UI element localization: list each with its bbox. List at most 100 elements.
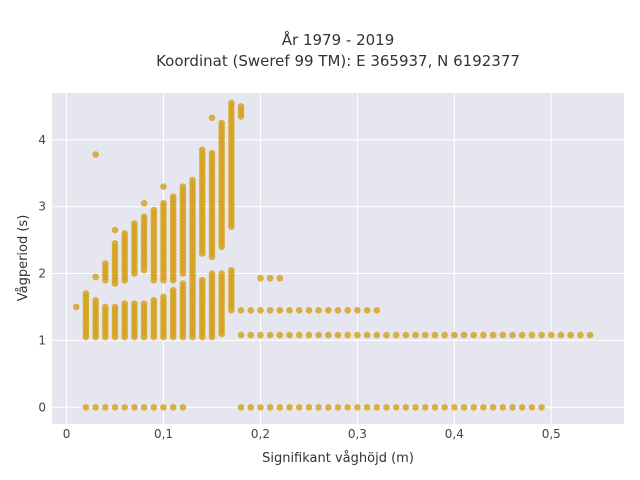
data-point [325, 331, 332, 339]
data-point [218, 119, 225, 127]
data-point [363, 331, 371, 339]
data-point [237, 103, 245, 110]
data-point [160, 403, 167, 411]
chart-title-line-1: År 1979 - 2019 [282, 30, 395, 49]
data-point [489, 331, 497, 339]
data-point [334, 331, 342, 339]
data-point [102, 403, 109, 411]
data-point [179, 183, 187, 190]
x-tick-label: 0 [63, 427, 71, 441]
data-point [150, 403, 158, 411]
data-point [402, 331, 410, 339]
data-point [518, 331, 526, 339]
y-tick-label: 3 [38, 200, 46, 214]
data-point [373, 307, 381, 314]
data-point [111, 403, 119, 411]
data-point [421, 331, 429, 339]
data-point [140, 300, 148, 307]
data-point [111, 226, 119, 234]
data-point [150, 206, 158, 214]
x-tick-label: 0,1 [154, 427, 173, 441]
data-point [140, 200, 148, 207]
data-point [509, 331, 516, 339]
data-point [586, 331, 594, 339]
data-point [451, 331, 458, 339]
tick-labels: 0 0,1 0,2 0,3 0,4 0,5 0 1 2 3 4 [38, 133, 560, 441]
data-point [102, 260, 109, 267]
data-point [140, 403, 148, 411]
data-point [354, 331, 361, 339]
data-point [315, 331, 322, 339]
data-point [412, 331, 419, 339]
data-point [499, 331, 507, 339]
data-point [295, 403, 303, 411]
data-point [276, 307, 284, 314]
data-point [266, 403, 274, 411]
data-point [344, 403, 351, 411]
x-tick-label: 0,2 [251, 427, 270, 441]
data-point [489, 403, 497, 411]
data-point [208, 270, 216, 277]
data-point [344, 307, 351, 314]
data-point [92, 273, 99, 281]
data-point [121, 403, 129, 411]
data-point [276, 274, 284, 282]
data-point [334, 307, 342, 314]
data-point [276, 403, 284, 411]
data-point [431, 331, 439, 339]
data-point [169, 286, 177, 294]
data-point [179, 280, 187, 287]
y-tick-label: 0 [38, 400, 46, 414]
data-point [257, 403, 264, 411]
data-point [276, 331, 284, 339]
data-point [577, 331, 584, 339]
data-point [431, 403, 439, 411]
data-point [160, 200, 167, 207]
data-point [480, 403, 487, 411]
data-point [131, 220, 138, 227]
data-point [441, 403, 448, 411]
data-point [528, 331, 536, 339]
data-point [82, 290, 90, 297]
data-point [247, 307, 255, 314]
data-point [266, 274, 274, 282]
data-point [480, 331, 487, 339]
data-point [354, 403, 361, 411]
data-point [228, 99, 235, 107]
data-point [470, 403, 478, 411]
data-point [383, 403, 390, 411]
data-point [111, 240, 119, 247]
data-point [557, 331, 565, 339]
x-tick-label: 0,3 [348, 427, 367, 441]
x-axis-label: Signifikant våghöjd (m) [262, 451, 414, 466]
data-point [92, 296, 99, 304]
data-point [315, 307, 322, 314]
data-points [72, 99, 594, 411]
x-tick-label: 0,5 [542, 427, 561, 441]
data-point [383, 331, 390, 339]
data-point [344, 331, 351, 339]
data-point [257, 307, 264, 314]
data-point [237, 331, 245, 339]
data-point [286, 307, 293, 314]
data-point [198, 146, 206, 154]
data-point [92, 151, 99, 158]
data-point [305, 307, 313, 314]
data-point [102, 303, 109, 311]
data-point [189, 176, 196, 184]
data-point [131, 300, 138, 307]
data-point [208, 114, 216, 122]
y-tick-label: 4 [38, 133, 46, 147]
data-point [131, 403, 138, 411]
data-point [257, 274, 264, 282]
data-point [257, 331, 264, 339]
data-point [451, 403, 458, 411]
data-point [121, 300, 129, 307]
data-point [392, 331, 400, 339]
data-point [92, 403, 99, 411]
data-point [334, 403, 342, 411]
data-point [179, 403, 187, 411]
data-point [402, 403, 410, 411]
data-point [460, 331, 468, 339]
